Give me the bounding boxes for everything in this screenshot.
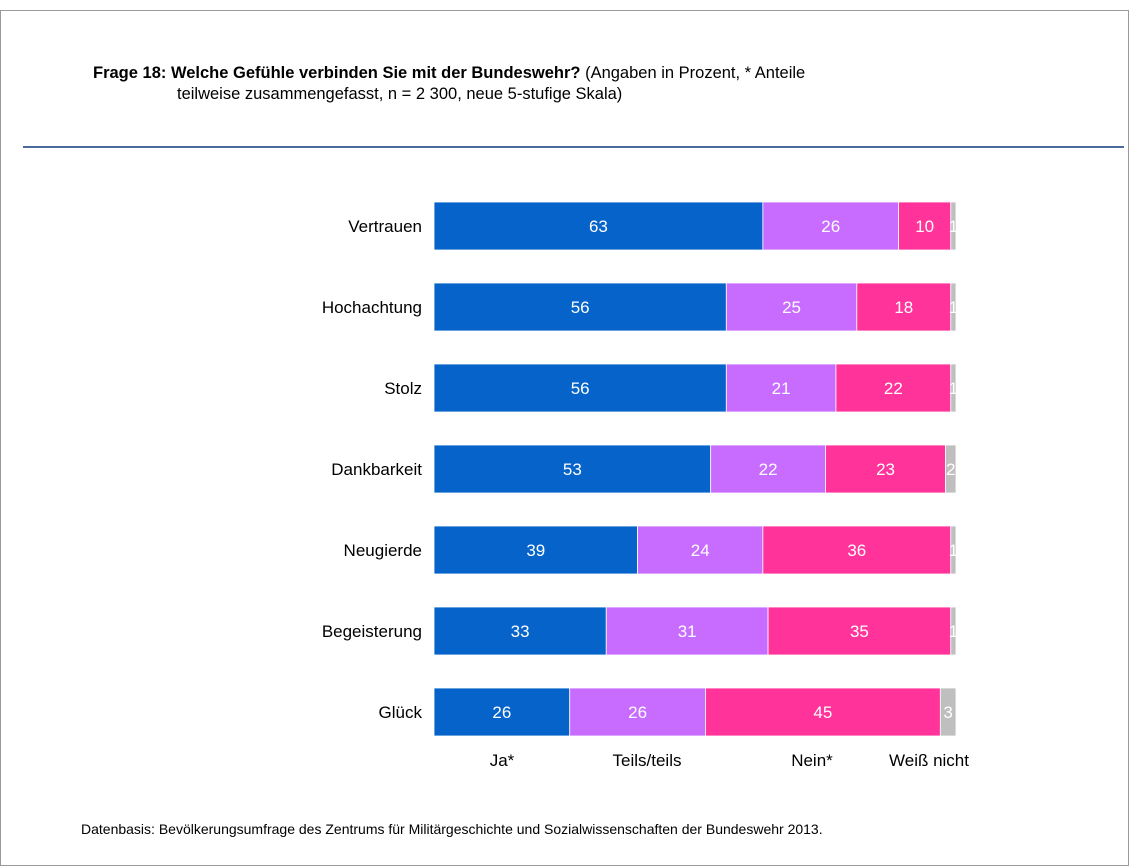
bar-segment xyxy=(939,687,957,737)
category-label: Begeisterung xyxy=(322,622,422,641)
bar-segment xyxy=(950,282,957,332)
bar-segment xyxy=(433,525,638,575)
data-label: 1 xyxy=(949,298,958,317)
bar-segment xyxy=(433,687,571,737)
data-label: 2 xyxy=(946,460,955,479)
category-label: Hochachtung xyxy=(322,298,422,317)
legend-label: Nein* xyxy=(791,751,833,770)
data-label: 23 xyxy=(876,460,895,479)
data-label: 25 xyxy=(782,298,801,317)
category-label: Glück xyxy=(379,703,423,722)
data-label: 26 xyxy=(821,217,840,236)
bar-segment xyxy=(433,282,727,332)
bar-segment xyxy=(433,444,712,494)
category-label: Dankbarkeit xyxy=(331,460,422,479)
data-label: 1 xyxy=(949,217,958,236)
data-label: 22 xyxy=(884,379,903,398)
data-label: 22 xyxy=(759,460,778,479)
data-label: 31 xyxy=(678,622,697,641)
data-label: 3 xyxy=(943,703,952,722)
data-label: 26 xyxy=(492,703,511,722)
data-label: 1 xyxy=(949,622,958,641)
title-note-line1: (Angaben in Prozent, * Anteile xyxy=(585,64,806,82)
legend-label: Weiß nicht xyxy=(889,751,969,770)
data-label: 1 xyxy=(949,379,958,398)
source-note: Datenbasis: Bevölkerungsumfrage des Zent… xyxy=(81,821,823,837)
bar-segment xyxy=(433,606,607,656)
data-label: 39 xyxy=(526,541,545,560)
data-label: 35 xyxy=(850,622,869,641)
bar-segment xyxy=(950,525,957,575)
data-label: 1 xyxy=(949,541,958,560)
bar-segment xyxy=(835,363,952,413)
bar-segment xyxy=(433,201,764,251)
title-note-line2: teilweise zusammengefasst, n = 2 300, ne… xyxy=(177,85,623,103)
bar-segment xyxy=(945,444,957,494)
data-label: 10 xyxy=(915,217,934,236)
title-question: Frage 18: Welche Gefühle verbinden Sie m… xyxy=(93,64,581,82)
bar-segment xyxy=(637,525,764,575)
bar-segment xyxy=(569,687,706,737)
title-divider xyxy=(23,146,1124,148)
data-label: 18 xyxy=(894,298,913,317)
data-label: 45 xyxy=(813,703,832,722)
data-label: 63 xyxy=(589,217,608,236)
data-label: 36 xyxy=(847,541,866,560)
data-label: 26 xyxy=(628,703,647,722)
bar-segment xyxy=(725,282,858,332)
bar-segment xyxy=(950,201,957,251)
bar-segment xyxy=(710,444,826,494)
legend-label: Teils/teils xyxy=(613,751,682,770)
data-label: 53 xyxy=(563,460,582,479)
bar-segment xyxy=(825,444,946,494)
bar-segment xyxy=(950,363,957,413)
bar-segment xyxy=(767,606,952,656)
data-label: 56 xyxy=(571,298,590,317)
data-label: 33 xyxy=(511,622,530,641)
bar-segment xyxy=(705,687,941,737)
chart-title: Frage 18: Welche Gefühle verbinden Sie m… xyxy=(93,63,1093,105)
data-label: 24 xyxy=(691,541,710,560)
category-label: Neugierde xyxy=(344,541,422,560)
bar-segment xyxy=(433,363,727,413)
data-label: 56 xyxy=(571,379,590,398)
legend-label: Ja* xyxy=(490,751,515,770)
data-label: 21 xyxy=(772,379,791,398)
category-label: Stolz xyxy=(384,379,422,398)
bar-segment xyxy=(762,525,952,575)
bar-segment xyxy=(605,606,769,656)
category-label: Vertrauen xyxy=(348,217,422,236)
bar-segment xyxy=(950,606,957,656)
